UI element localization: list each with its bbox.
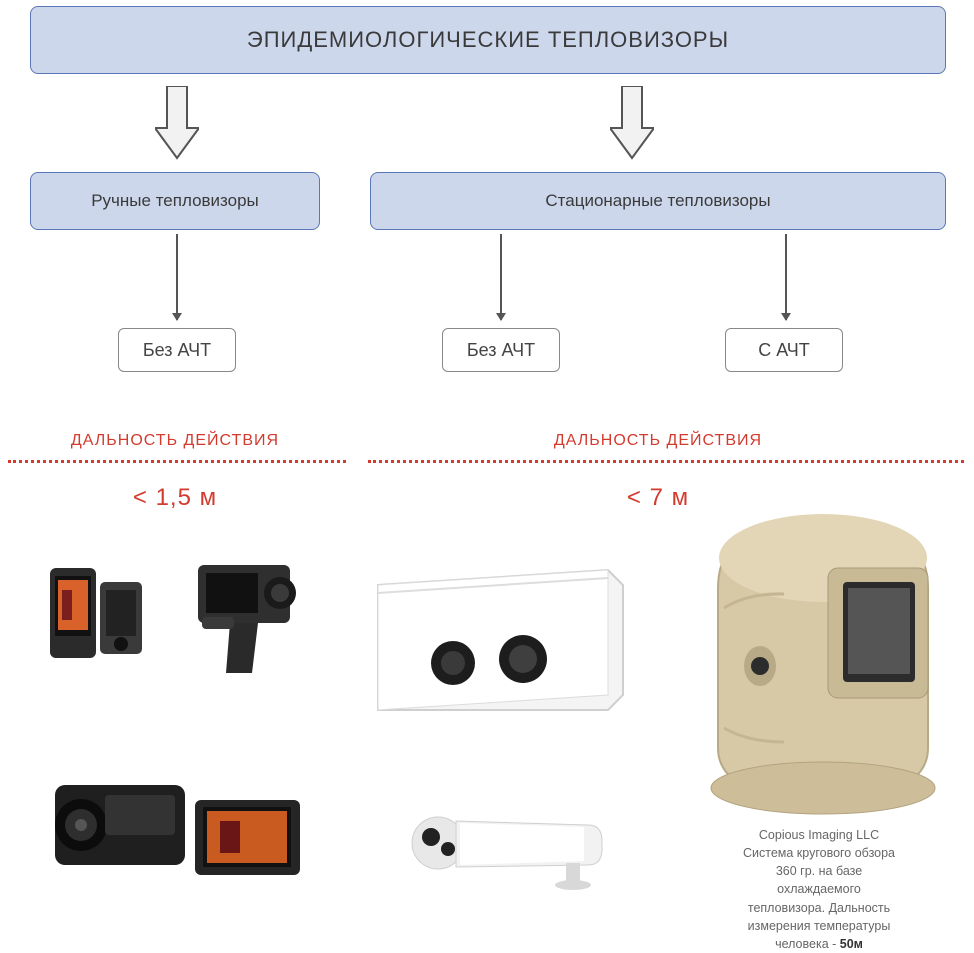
caption-line-0: Copious Imaging LLC <box>759 828 879 842</box>
dotted-right <box>368 460 964 463</box>
caption-line-6: человека - <box>775 937 840 951</box>
with-acht-label: С АЧТ <box>758 340 810 361</box>
thin-arrow-1 <box>176 234 178 320</box>
product-camcorder <box>45 755 315 895</box>
product-dual-lens-box <box>358 555 638 725</box>
no-acht-left-label: Без АЧТ <box>143 340 211 361</box>
handheld-label: Ручные тепловизоры <box>91 191 259 211</box>
with-acht-box: С АЧТ <box>725 328 843 372</box>
caption-line-3: охлаждаемого <box>777 882 861 896</box>
range-label-left: ДАЛЬНОСТЬ ДЕЙСТВИЯ <box>30 432 320 450</box>
handheld-box: Ручные тепловизоры <box>30 172 320 230</box>
no-acht-right-label: Без АЧТ <box>467 340 535 361</box>
range-value-left: < 1,5 м <box>30 484 320 512</box>
title-box: ЭПИДЕМИОЛОГИЧЕСКИЕ ТЕПЛОВИЗОРЫ <box>30 6 946 74</box>
title-text: ЭПИДЕМИОЛОГИЧЕСКИЕ ТЕПЛОВИЗОРЫ <box>247 27 729 53</box>
no-acht-left-box: Без АЧТ <box>118 328 236 372</box>
caption-bold: 50м <box>840 937 863 951</box>
product-dome-turret <box>688 498 958 818</box>
caption-line-4: тепловизора. Дальность <box>748 901 890 915</box>
product-phone-thermal <box>40 560 160 670</box>
product-thermal-gun <box>180 555 310 680</box>
thin-arrow-3 <box>785 234 787 320</box>
dotted-left <box>8 460 346 463</box>
caption-line-2: 360 гр. на базе <box>776 864 862 878</box>
dome-caption: Copious Imaging LLC Система кругового об… <box>694 826 944 953</box>
big-arrow-right <box>610 86 654 165</box>
product-bullet-camera <box>398 795 608 890</box>
stationary-box: Стационарные тепловизоры <box>370 172 946 230</box>
range-label-right: ДАЛЬНОСТЬ ДЕЙСТВИЯ <box>370 432 946 450</box>
big-arrow-left <box>155 86 199 165</box>
thin-arrow-2 <box>500 234 502 320</box>
stationary-label: Стационарные тепловизоры <box>545 191 770 211</box>
no-acht-right-box: Без АЧТ <box>442 328 560 372</box>
caption-line-5: измерения температуры <box>748 919 891 933</box>
caption-line-1: Система кругового обзора <box>743 846 895 860</box>
